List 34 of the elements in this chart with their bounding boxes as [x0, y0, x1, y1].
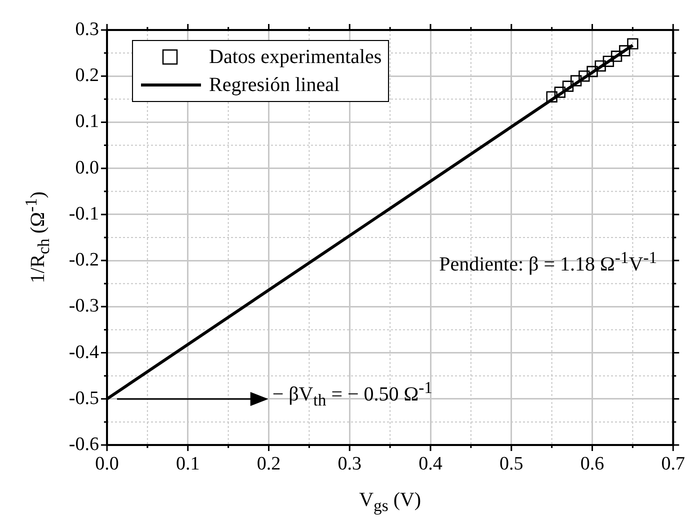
legend-label: Datos experimentales: [209, 46, 382, 68]
point: [546, 91, 558, 102]
legend-label: Regresión lineal: [209, 74, 340, 96]
x-tick-label: 0.0: [95, 453, 119, 474]
x-tick-label: 0.5: [500, 453, 524, 474]
y-tick-label: 0.2: [75, 65, 99, 86]
y-tick-label: -0.2: [68, 250, 99, 271]
point: [570, 75, 582, 86]
point: [619, 45, 630, 56]
y-tick-label: -0.1: [68, 203, 99, 224]
y-tick-label: -0.4: [68, 342, 100, 363]
x-axis-title: V$_{gs}$ (V): [359, 489, 422, 516]
annotation: − βV$_{th}$ = − 0.50 Ω$^{-1}$: [272, 378, 433, 412]
point: [594, 60, 606, 72]
point: [610, 50, 622, 62]
x-tick-label: 0.6: [580, 453, 604, 474]
point: [562, 80, 574, 92]
y-tick-label: -0.3: [68, 296, 99, 317]
y-tick-label: 0.0: [75, 157, 99, 178]
y-tick-label: -0.6: [68, 434, 99, 455]
point: [627, 38, 638, 50]
x-tick-label: 0.2: [256, 453, 281, 474]
annotation: Pendiente: β = 1.18 Ω$^{-1}$V$^{-1}$: [439, 248, 658, 277]
x-tick-label: 0.4: [418, 453, 443, 474]
x-tick-label: 0.7: [661, 453, 685, 474]
point: [554, 86, 566, 98]
point: [586, 66, 598, 78]
x-tick-label: 0.3: [338, 453, 362, 474]
y-tick-label: 0.3: [75, 18, 99, 40]
x-tick-label: 0.1: [176, 453, 200, 474]
point: [602, 56, 614, 67]
y-tick-label: -0.5: [68, 388, 99, 409]
y-tick-label: 0.1: [75, 111, 99, 132]
point: [578, 70, 590, 82]
